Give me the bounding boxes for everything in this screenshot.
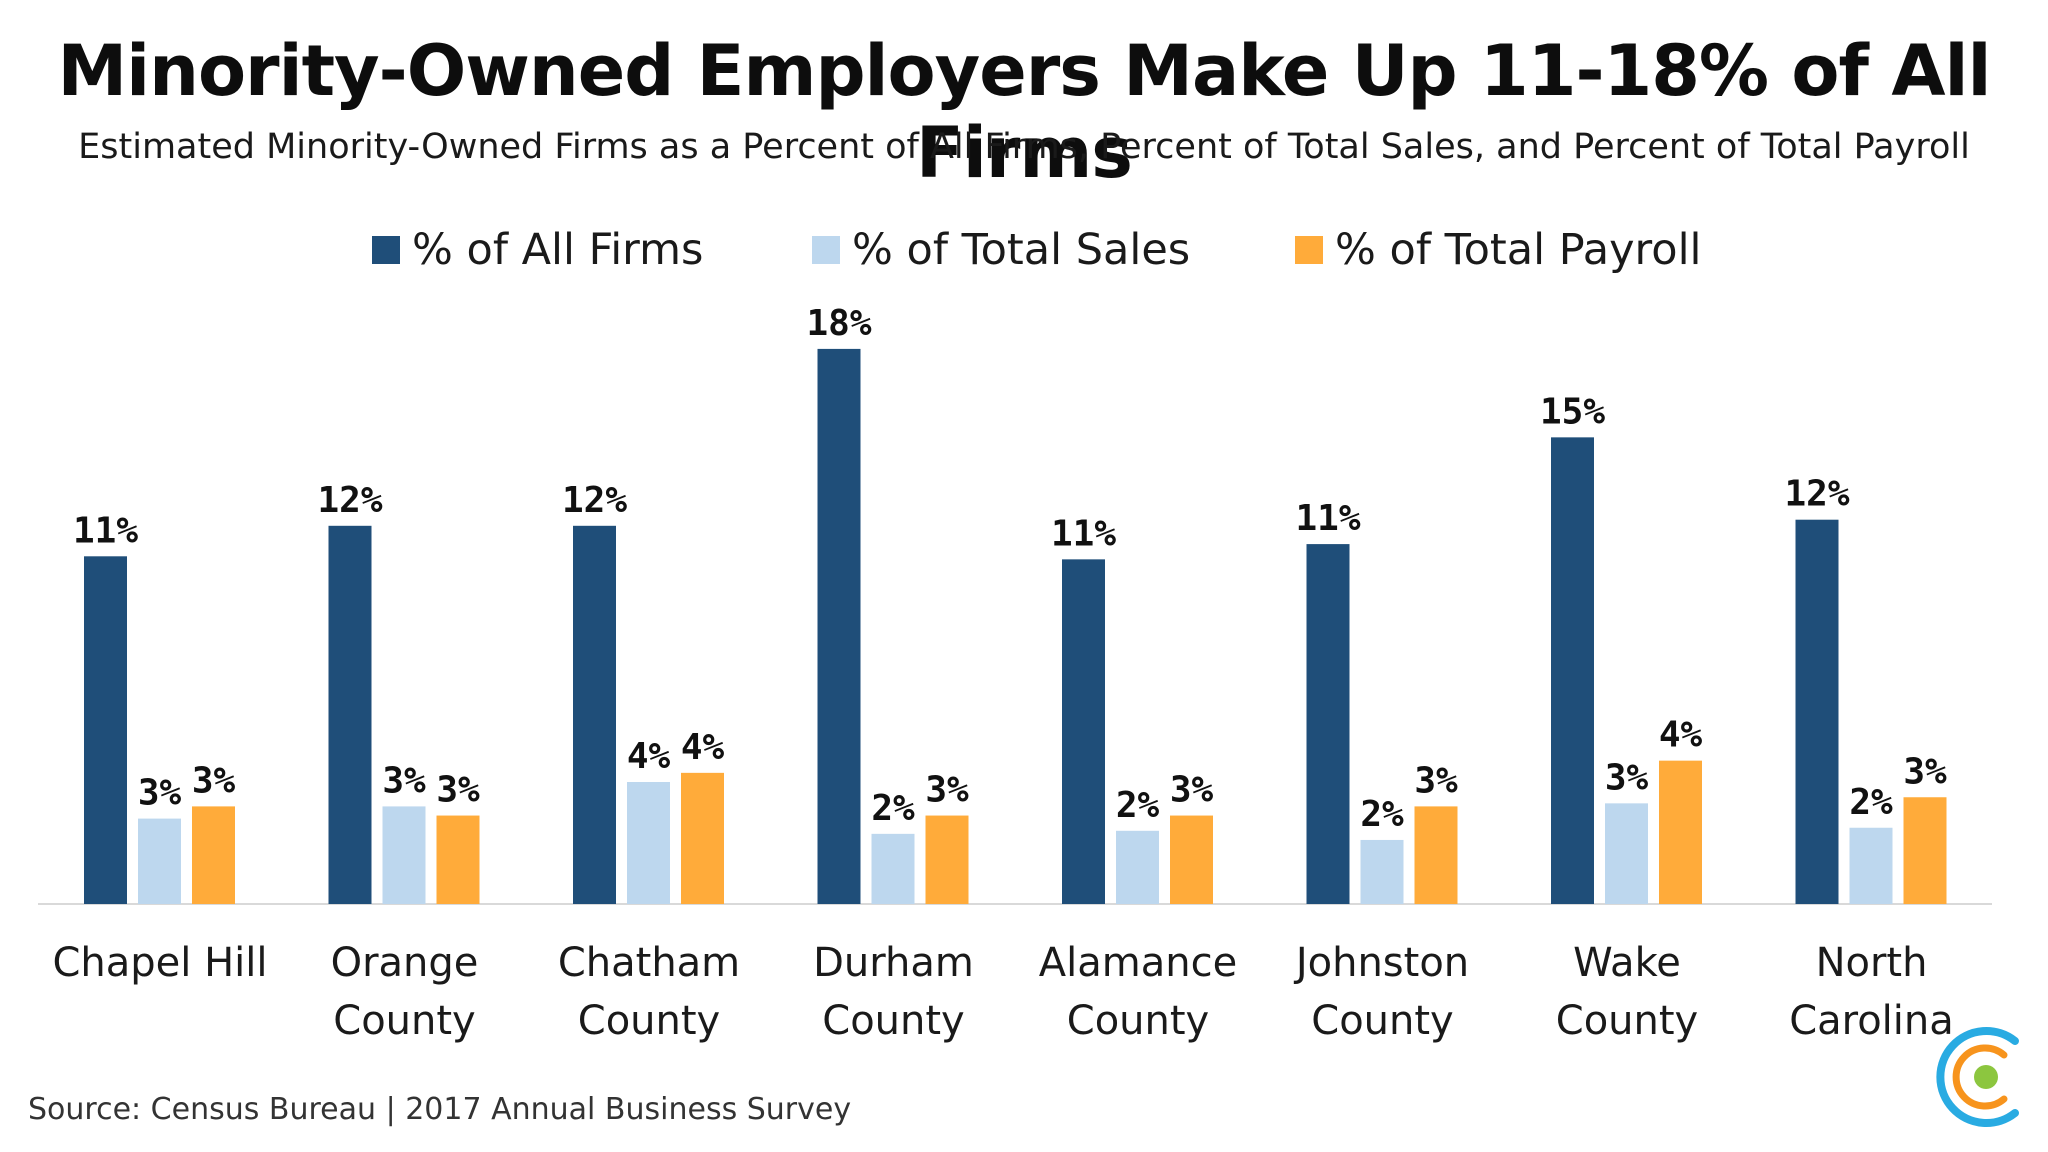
concentric-c-logo-icon (1936, 1027, 2019, 1127)
data-label-total-sales: 3% (1605, 757, 1649, 798)
logo-inner-dot (1974, 1065, 1998, 1089)
bar-total-payroll (925, 815, 969, 904)
data-label-all-firms: 15% (1540, 391, 1605, 432)
category-label: Chapel Hill (52, 940, 267, 986)
bar-total-sales (1360, 839, 1404, 904)
data-label-total-payroll: 4% (1659, 715, 1703, 756)
legend-swatch-total-sales (812, 236, 840, 264)
data-label-total-sales: 2% (1116, 785, 1160, 826)
legend-item-total-payroll: % of Total Payroll (1295, 220, 1701, 280)
bar-total-payroll (681, 772, 724, 904)
bar-total-payroll (1170, 815, 1213, 904)
category-label: Johnston (1293, 940, 1469, 986)
legend-swatch-total-payroll (1295, 236, 1323, 264)
data-label-total-sales: 2% (871, 788, 915, 829)
data-label-all-firms: 12% (1784, 474, 1849, 515)
bar-all-firms (84, 556, 127, 904)
category-label: Chatham (558, 940, 740, 986)
bar-total-payroll (436, 815, 480, 904)
legend-label-all-firms: % of All Firms (412, 225, 704, 275)
bar-all-firms (1795, 519, 1839, 904)
bar-total-sales (1116, 830, 1159, 904)
data-label-total-payroll: 3% (1903, 751, 1947, 792)
bar-total-sales (1849, 827, 1893, 904)
data-label-total-sales: 2% (1849, 782, 1893, 823)
legend-label-total-payroll: % of Total Payroll (1335, 225, 1702, 275)
bar-total-sales (871, 833, 915, 904)
bar-total-payroll (192, 806, 235, 904)
bar-total-payroll (1414, 806, 1458, 904)
data-label-total-payroll: 3% (925, 770, 969, 811)
bar-all-firms (573, 525, 616, 904)
category-label: County (1067, 998, 1209, 1044)
bar-all-firms (1062, 559, 1105, 904)
category-label: County (333, 998, 475, 1044)
data-label-all-firms: 12% (317, 480, 382, 521)
bar-total-sales (382, 806, 426, 904)
category-label: County (1311, 998, 1453, 1044)
bar-total-sales (138, 818, 181, 904)
data-label-all-firms: 11% (1051, 513, 1116, 554)
bar-all-firms (328, 525, 372, 904)
bar-total-sales (627, 782, 670, 904)
data-label-all-firms: 18% (806, 303, 871, 344)
data-label-total-sales: 3% (138, 773, 182, 814)
category-label: Durham (813, 940, 974, 986)
data-label-total-sales: 3% (382, 760, 426, 801)
bar-total-payroll (1659, 760, 1702, 904)
category-label: North (1816, 940, 1928, 986)
data-label-total-payroll: 4% (681, 727, 725, 768)
source-note: Source: Census Bureau | 2017 Annual Busi… (28, 1092, 852, 1127)
bar-total-sales (1605, 803, 1648, 904)
chart-subtitle: Estimated Minority-Owned Firms as a Perc… (78, 127, 1970, 167)
data-label-total-payroll: 3% (1414, 760, 1458, 801)
data-label-total-payroll: 3% (1170, 770, 1214, 811)
bar-all-firms (1551, 437, 1594, 904)
bar-total-payroll (1903, 797, 1947, 904)
logo-outer-arc (1936, 1027, 2019, 1127)
category-label: Carolina (1789, 998, 1954, 1044)
data-label-total-payroll: 3% (436, 770, 480, 811)
logo-middle-arc (1952, 1044, 2008, 1110)
legend-item-all-firms: % of All Firms (372, 220, 703, 280)
data-label-all-firms: 11% (73, 510, 138, 551)
chart-title: Minority-Owned Employers Make Up 11-18% … (57, 30, 1991, 194)
category-label: County (578, 998, 720, 1044)
legend-swatch-all-firms (372, 236, 400, 264)
category-label: Orange (331, 940, 479, 986)
category-label: Alamance (1039, 940, 1237, 986)
data-label-all-firms: 11% (1295, 498, 1360, 539)
data-label-all-firms: 12% (562, 480, 627, 521)
bar-all-firms (817, 348, 861, 904)
data-label-total-payroll: 3% (192, 760, 236, 801)
category-label: Wake (1573, 940, 1681, 986)
data-label-total-sales: 4% (627, 736, 671, 777)
category-label: County (822, 998, 964, 1044)
legend-item-total-sales: % of Total Sales (812, 220, 1190, 280)
data-label-total-sales: 2% (1360, 794, 1404, 835)
category-label: County (1556, 998, 1698, 1044)
bar-all-firms (1306, 544, 1350, 904)
legend-label-total-sales: % of Total Sales (852, 225, 1191, 275)
chart-legend: % of All Firms % of Total Sales % of Tot… (0, 220, 2048, 280)
